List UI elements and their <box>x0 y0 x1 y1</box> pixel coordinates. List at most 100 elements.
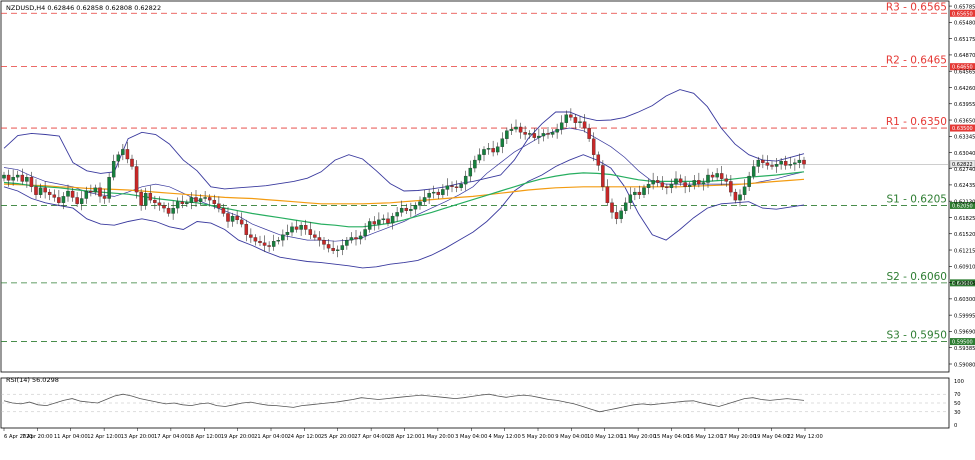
bearish-candle <box>765 162 770 166</box>
level-price-tag-text: 0.64650 <box>952 65 973 71</box>
level-label-s2: S2 - 0.6060 <box>886 271 947 283</box>
bearish-candle <box>450 185 454 187</box>
bullish-candle <box>751 166 756 177</box>
bearish-candle <box>207 197 212 201</box>
price-tick-label: 0.59080 <box>954 362 975 368</box>
bearish-candle <box>166 207 171 214</box>
bearish-candle <box>262 242 267 246</box>
bearish-candle <box>212 199 217 204</box>
bullish-candle <box>189 197 194 203</box>
bullish-candle <box>509 128 514 131</box>
price-tick-label: 0.60910 <box>954 265 975 271</box>
time-tick-label: 19 Apr 20:00 <box>221 434 255 440</box>
bearish-candle <box>294 226 299 230</box>
rsi-line <box>3 393 805 413</box>
price-tick-label: 0.64870 <box>954 53 975 59</box>
bearish-candle <box>614 212 619 219</box>
bullish-candle <box>651 180 655 185</box>
bearish-candle <box>313 234 317 238</box>
bearish-candle <box>354 237 358 240</box>
bullish-candle <box>38 187 43 195</box>
time-tick-label: 15 May 04:00 <box>654 434 690 440</box>
bullish-candle <box>271 241 276 247</box>
bearish-candle <box>258 241 262 243</box>
bullish-candle <box>619 210 623 219</box>
bearish-candle <box>605 186 610 203</box>
bearish-candle <box>75 197 79 204</box>
bullish-candle <box>701 182 706 185</box>
moving-average-green <box>3 171 805 228</box>
bullish-candle <box>747 175 751 187</box>
bullish-candle <box>116 154 121 162</box>
level-price-tag-r3 <box>950 9 975 17</box>
bearish-candle <box>546 133 550 135</box>
time-tick-label: 12 Apr 12:00 <box>87 434 121 440</box>
bearish-candle <box>454 186 459 188</box>
bullish-candle <box>541 133 546 137</box>
bullish-candle <box>276 239 281 242</box>
bullish-candle <box>537 135 541 138</box>
candlesticks <box>2 108 806 258</box>
level-price-tag-s1 <box>950 201 975 209</box>
bullish-candle <box>381 218 386 221</box>
chart-frame <box>0 0 950 429</box>
price-tick-label: 0.63650 <box>954 118 975 124</box>
support-resistance-levels: R3 - 0.6565 0.65650 R2 - 0.6465 0.64650 R1 -… <box>1 1 975 346</box>
rsi-tick-label: 70 <box>954 392 961 398</box>
bullish-candle <box>646 183 651 188</box>
bullish-candle <box>66 190 70 197</box>
time-tick-label: 28 Apr 12:00 <box>388 434 422 440</box>
bearish-candle <box>637 191 642 195</box>
price-tick-label: 0.59690 <box>954 330 975 336</box>
level-price-tag-text: 0.63500 <box>952 126 973 132</box>
bearish-candle <box>157 202 162 206</box>
rsi-tick-label: 100 <box>954 379 964 385</box>
bearish-candle <box>102 196 107 199</box>
price-tick-label: 0.61825 <box>954 216 975 222</box>
bearish-candle <box>591 138 596 155</box>
bearish-candle <box>729 181 733 193</box>
bearish-candle <box>733 191 738 201</box>
bullish-candle <box>687 185 692 187</box>
time-tick-label: 1 May 20:00 <box>422 434 454 440</box>
time-tick-label: 5 May 20:00 <box>522 434 554 440</box>
bullish-candle <box>107 177 111 199</box>
bullish-candle <box>395 212 399 217</box>
bullish-candle <box>715 173 719 178</box>
bearish-candle <box>153 199 157 203</box>
level-price-tag-text: 0.59500 <box>952 340 973 346</box>
bullish-candle <box>15 174 20 178</box>
time-tick-label: 9 May 04:00 <box>555 434 587 440</box>
bullish-candle <box>185 202 189 204</box>
bullish-candle <box>285 231 290 235</box>
bollinger-upper-band <box>3 89 805 192</box>
price-tick-label: 0.65480 <box>954 21 975 27</box>
bullish-candle <box>578 121 582 123</box>
bearish-candle <box>267 245 271 247</box>
current-price-tag <box>949 160 975 168</box>
level-price-tag-text: 0.65650 <box>952 11 973 17</box>
bullish-candle <box>175 201 180 209</box>
bullish-candle <box>669 183 674 188</box>
symbol-info: NZDUSD,H4 0.62846 0.62858 0.62808 0.6282… <box>6 4 161 12</box>
bearish-candle <box>125 149 130 160</box>
bearish-candle <box>47 191 52 195</box>
bearish-candle <box>518 126 523 133</box>
rsi-panel: 100 70 50 30 0 <box>1 379 964 429</box>
level-price-tag-r1 <box>950 124 975 132</box>
bearish-candle <box>235 215 239 221</box>
bullish-candle <box>674 178 678 185</box>
bullish-candle <box>495 146 500 153</box>
bullish-candle <box>11 177 15 181</box>
bullish-candle <box>79 198 84 204</box>
bearish-candle <box>244 223 249 235</box>
bearish-candle <box>802 159 806 165</box>
level-price-tag-text: 0.62050 <box>952 203 973 209</box>
bearish-candle <box>761 159 765 163</box>
time-tick-label: 11 May 20:00 <box>620 434 656 440</box>
bullish-candle <box>377 219 381 225</box>
bearish-candle <box>770 165 774 167</box>
price-tick-label: 0.61520 <box>954 232 975 238</box>
bullish-candle <box>335 249 340 251</box>
